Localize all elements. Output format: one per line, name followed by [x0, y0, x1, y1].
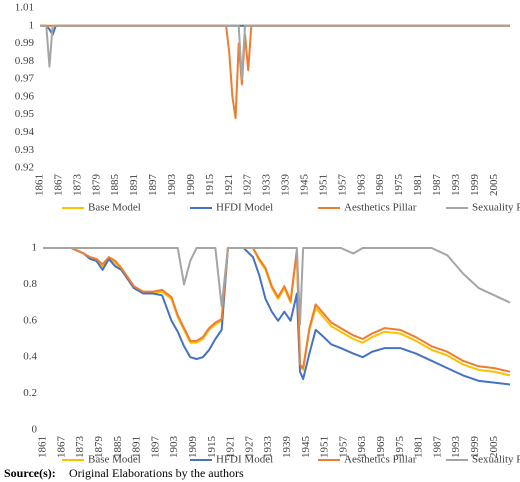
y-tick-label: 0.97: [15, 73, 35, 85]
y-tick-label: 0.92: [15, 162, 34, 174]
y-tick-label: 0.4: [23, 351, 37, 363]
x-tick-label: 1927: [243, 436, 255, 459]
legend-label: Sexuality Pillar: [472, 202, 520, 214]
series-line: [43, 247, 511, 326]
x-tick-label: 1915: [206, 436, 218, 459]
x-tick-label: 1957: [337, 436, 349, 459]
x-tick-label: 1933: [262, 436, 274, 459]
y-tick-label: 0.98: [15, 55, 35, 67]
y-tick-label: 0.96: [15, 90, 35, 102]
x-tick-label: 1909: [187, 436, 199, 459]
x-tick-label: 1993: [450, 436, 462, 459]
x-tick-label: 1987: [431, 174, 443, 197]
x-tick-label: 1885: [109, 174, 121, 197]
x-tick-label: 1867: [52, 174, 64, 197]
x-tick-label: 2005: [488, 173, 500, 196]
x-tick-label: 1885: [112, 436, 124, 459]
x-tick-label: 1939: [281, 436, 293, 459]
x-tick-label: 2005: [488, 436, 500, 459]
y-tick-label: 0.2: [23, 387, 37, 399]
x-tick-label: 1939: [280, 174, 292, 197]
legend-label: HFDI Model: [216, 454, 273, 466]
series-line: [40, 24, 510, 36]
x-tick-label: 1945: [300, 436, 312, 459]
legend-label: HFDI Model: [216, 202, 273, 214]
y-tick-label: 0.6: [23, 314, 37, 326]
y-tick-label: 0: [32, 424, 38, 436]
x-tick-label: 1963: [355, 174, 367, 197]
x-tick-label: 1969: [375, 436, 387, 459]
y-tick-label: 0.8: [23, 278, 37, 290]
legend-label: Base Model: [88, 202, 141, 214]
source-label: Source(s):: [4, 466, 56, 480]
x-tick-label: 1987: [431, 436, 443, 459]
series-line: [43, 247, 511, 386]
x-tick-label: 1933: [261, 174, 273, 197]
x-tick-label: 1891: [128, 174, 140, 196]
x-tick-label: 1873: [71, 174, 83, 197]
x-tick-label: 1975: [393, 174, 405, 197]
x-tick-label: 1981: [412, 174, 424, 196]
x-tick-label: 1897: [147, 174, 159, 197]
x-tick-label: 1909: [185, 174, 197, 197]
y-tick-label: 1: [32, 242, 38, 254]
legend-label: Aesthetics Pillar: [344, 202, 417, 214]
y-tick-label: 0.93: [15, 144, 35, 156]
x-tick-label: 1891: [131, 436, 143, 458]
x-tick-label: 1945: [298, 174, 310, 197]
x-tick-label: 1963: [356, 436, 368, 459]
series-line: [40, 24, 510, 36]
x-tick-label: 1999: [469, 174, 481, 197]
legend-label: Sexuality Pillar: [472, 454, 520, 466]
x-tick-label: 1861: [37, 436, 49, 458]
x-tick-label: 1969: [374, 174, 386, 197]
x-tick-label: 1903: [166, 174, 178, 197]
x-tick-label: 1999: [469, 436, 481, 459]
x-tick-label: 1921: [223, 174, 235, 196]
y-tick-label: 1: [29, 19, 35, 31]
legend-label: Base Model: [88, 454, 141, 466]
x-tick-label: 1951: [317, 174, 329, 196]
x-tick-label: 1897: [149, 436, 161, 459]
x-tick-label: 1867: [55, 436, 67, 459]
x-tick-label: 1993: [450, 174, 462, 197]
series-line: [43, 247, 511, 377]
x-tick-label: 1861: [34, 174, 46, 196]
x-tick-label: 1927: [242, 174, 254, 197]
x-tick-label: 1957: [336, 174, 348, 197]
series-line: [43, 247, 511, 373]
source-text: Original Elaborations by the authors: [69, 466, 244, 480]
series-line: [40, 24, 510, 81]
x-tick-label: 1951: [319, 436, 331, 458]
y-tick-label: 0.94: [15, 126, 35, 138]
series-line: [40, 24, 510, 120]
x-tick-label: 1873: [74, 436, 86, 459]
y-tick-label: 1.01: [15, 2, 34, 14]
x-tick-label: 1903: [168, 436, 180, 459]
x-tick-label: 1915: [204, 174, 216, 197]
x-tick-label: 1879: [93, 436, 105, 459]
y-tick-label: 0.95: [15, 108, 35, 120]
x-tick-label: 1975: [394, 436, 406, 459]
legend-label: Aesthetics Pillar: [344, 454, 417, 466]
x-tick-label: 1879: [90, 174, 102, 197]
x-tick-label: 1981: [413, 436, 425, 458]
x-tick-label: 1921: [225, 436, 237, 458]
y-tick-label: 0.99: [15, 37, 35, 49]
